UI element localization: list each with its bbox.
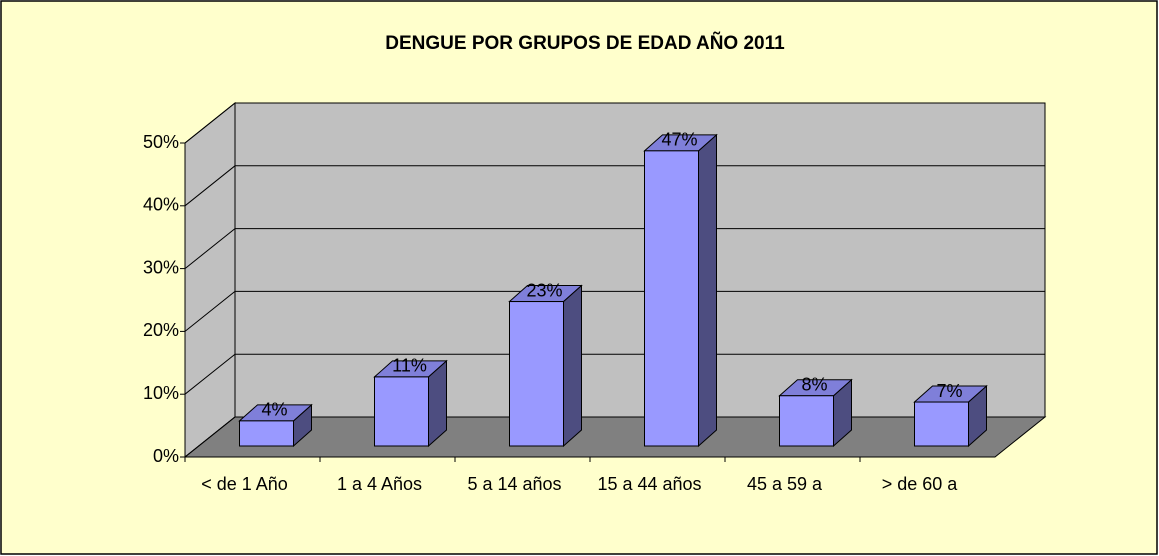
y-tick-label: 20%	[143, 320, 179, 340]
data-label: 11%	[392, 356, 427, 376]
bar	[509, 301, 564, 447]
data-label: 4%	[261, 400, 287, 420]
grid-line	[184, 228, 1045, 269]
x-tick-label: 5 a 14 años	[467, 474, 561, 494]
data-label: 47%	[661, 130, 697, 150]
grid-line	[184, 102, 1045, 144]
bar	[374, 376, 429, 447]
y-tick-label: 40%	[143, 195, 179, 215]
y-tick-label: 50%	[143, 132, 179, 152]
data-label: 23%	[526, 280, 562, 300]
bar	[779, 395, 834, 447]
back-wall	[234, 102, 1046, 418]
bar-side	[698, 133, 717, 448]
bar	[644, 150, 699, 447]
x-tick-label: < de 1 Año	[201, 474, 288, 494]
side-wall	[184, 101, 236, 459]
x-tick-label: 15 a 44 años	[597, 474, 701, 494]
bar-side	[563, 284, 582, 448]
y-tick-label: 10%	[143, 383, 179, 403]
grid-line	[184, 290, 1045, 332]
data-label: 7%	[936, 381, 962, 401]
x-tick-label: 45 a 59 a	[747, 474, 823, 494]
y-tick-label: 30%	[143, 257, 179, 277]
grid-line	[184, 165, 1045, 207]
grid-line	[184, 353, 1045, 395]
chart-title: DENGUE POR GRUPOS DE EDAD AÑO 2011	[385, 32, 785, 54]
data-label: 8%	[801, 375, 827, 395]
bar	[914, 401, 969, 447]
x-tick-label: 1 a 4 Años	[337, 474, 422, 494]
bar	[239, 420, 294, 447]
y-tick-label: 0%	[153, 446, 179, 466]
grid-line	[184, 416, 1045, 458]
x-tick-label: > de 60 a	[882, 474, 959, 494]
